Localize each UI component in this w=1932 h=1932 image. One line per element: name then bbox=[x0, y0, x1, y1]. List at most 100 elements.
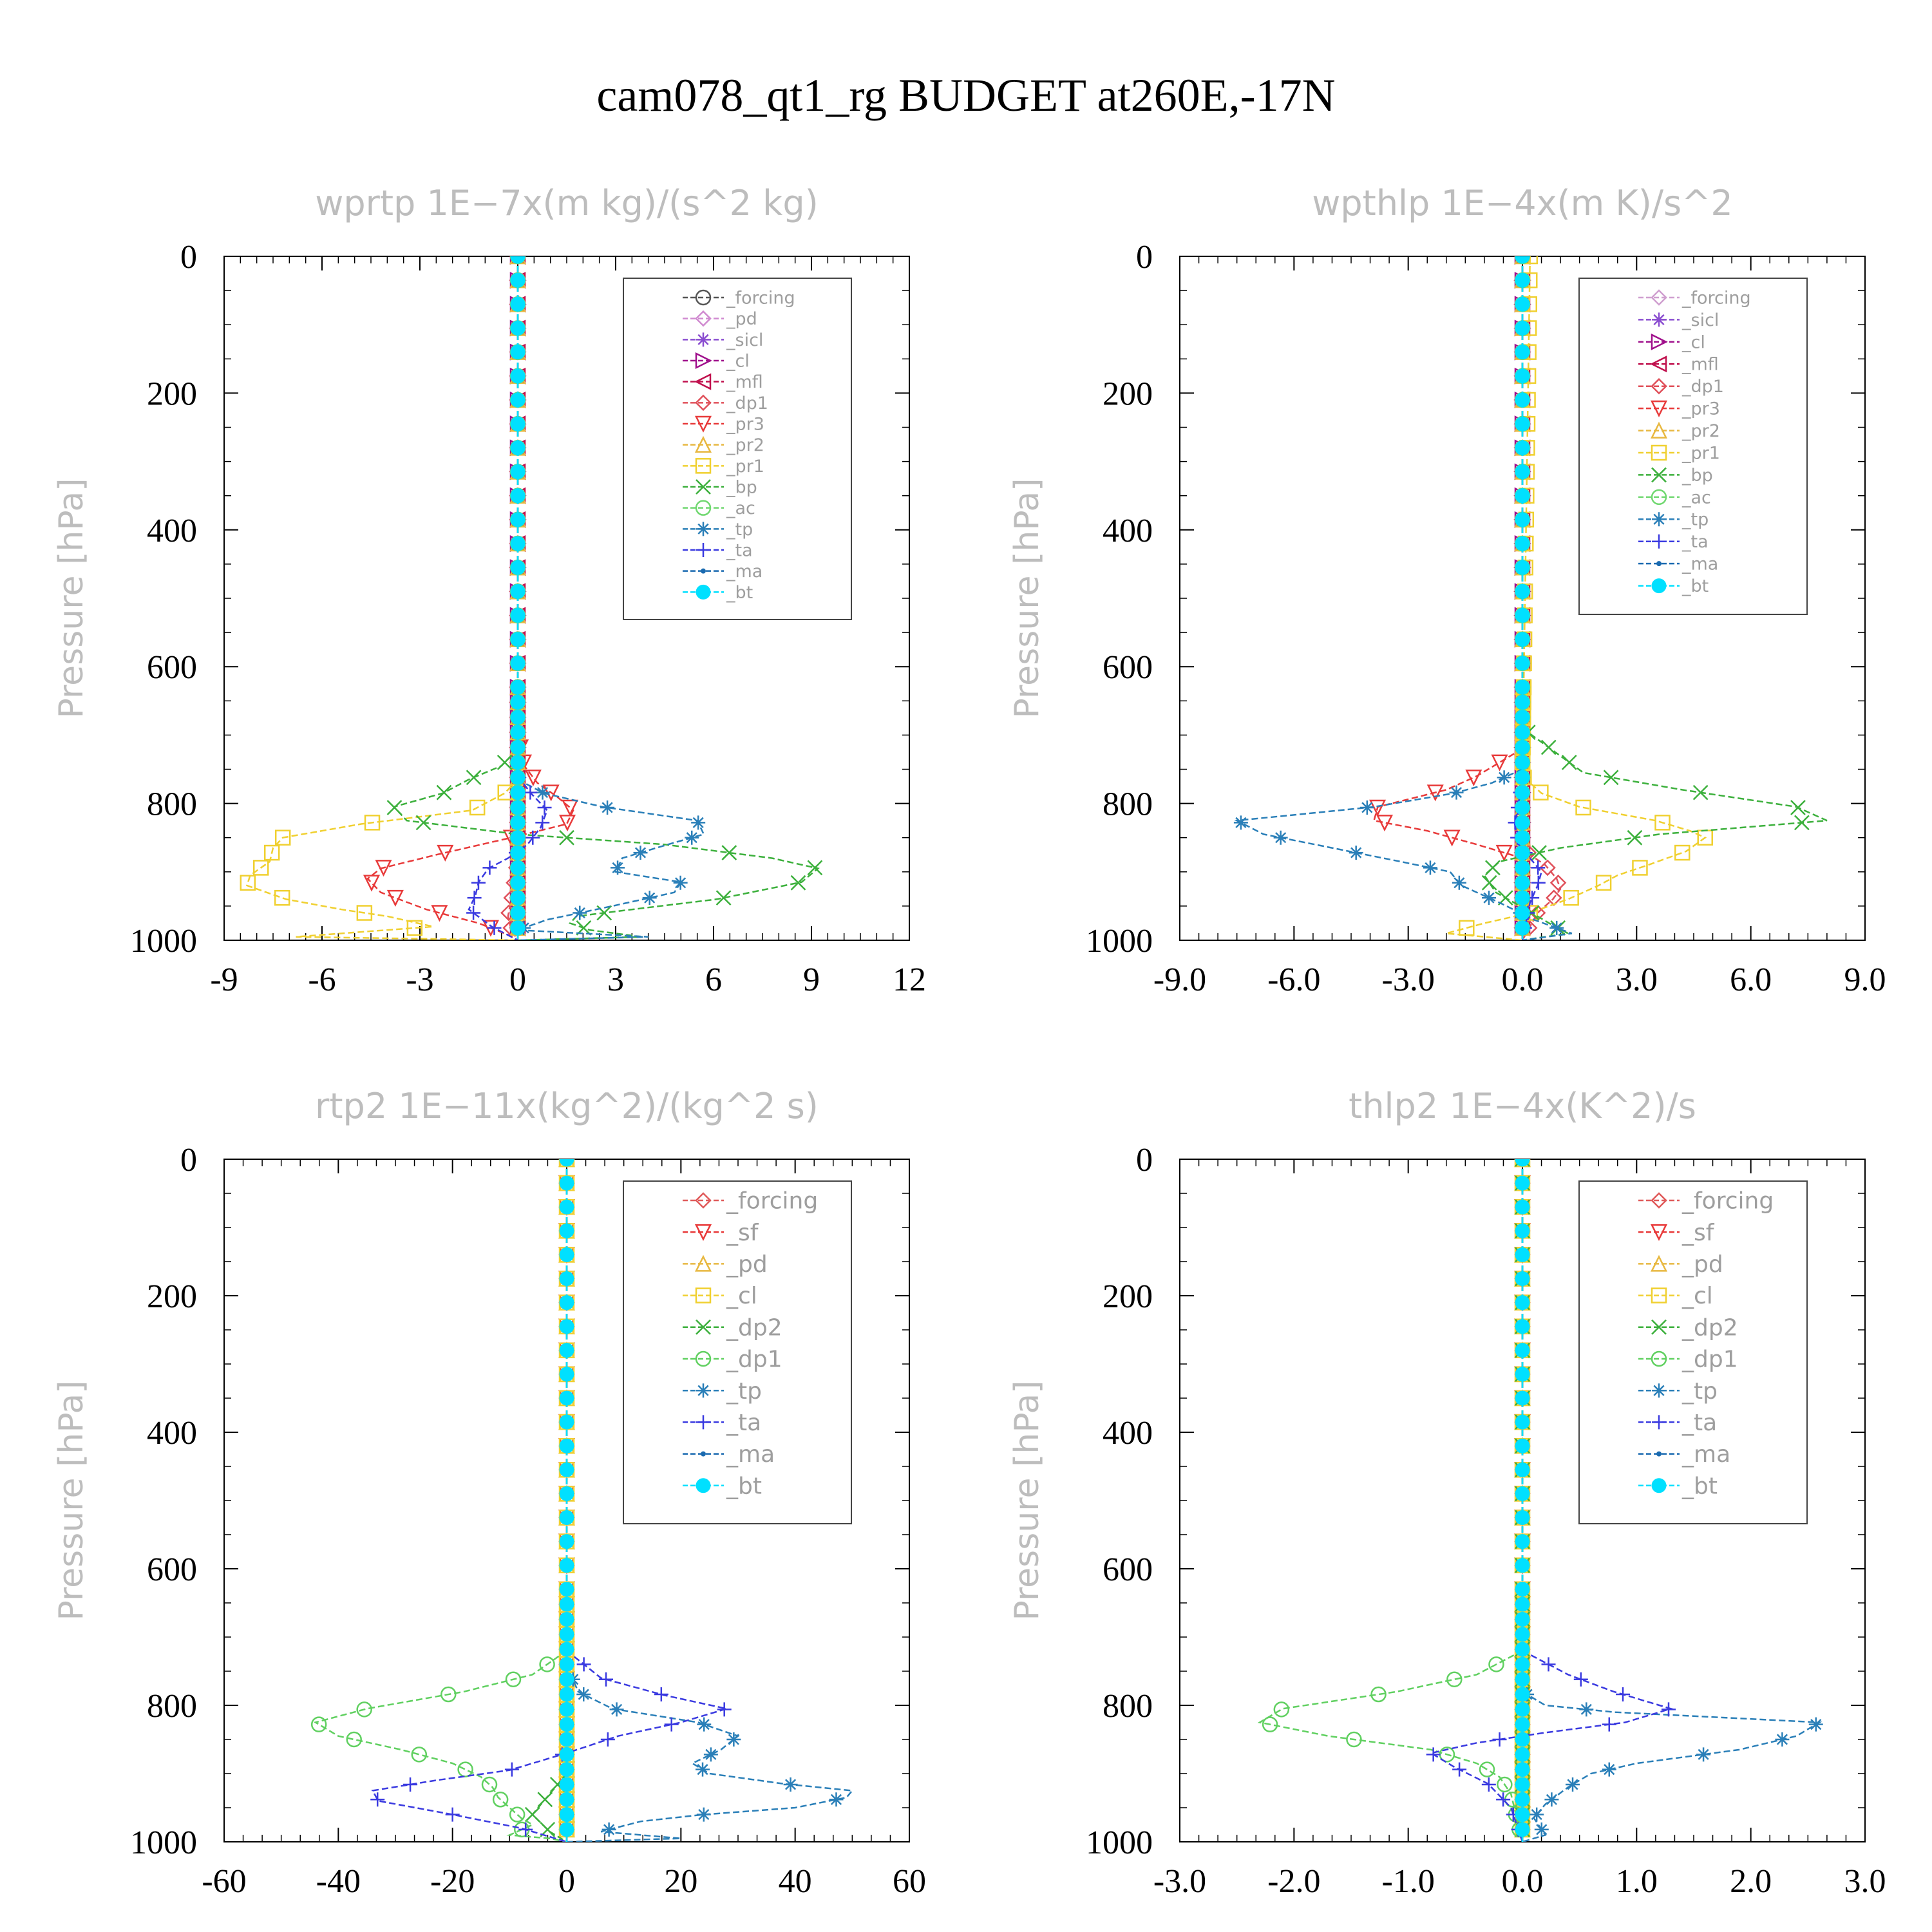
x-tick-label: -60 bbox=[202, 1863, 246, 1900]
seriesbt-marker bbox=[1515, 1642, 1530, 1657]
legend-swatch-marker bbox=[695, 458, 712, 474]
legend-label: _tp bbox=[1681, 1378, 1718, 1405]
legend-box bbox=[1578, 278, 1808, 615]
seriesbt-marker bbox=[1515, 464, 1530, 480]
legend: _forcing_sicl_cl _mfl_dp1_pr3_pr2_pr1 _bp _… bbox=[1578, 278, 1808, 615]
seriesta-marker bbox=[717, 1702, 732, 1717]
seriestp-marker bbox=[1696, 1747, 1711, 1762]
seriesbt-marker bbox=[1515, 1558, 1530, 1573]
seriespr3-marker bbox=[558, 815, 576, 832]
seriesdp1-marker bbox=[1262, 1716, 1278, 1732]
x-tick-label: -3.0 bbox=[1382, 961, 1435, 998]
legend-label: _mfl bbox=[726, 372, 763, 392]
legend-label: _ac bbox=[1681, 488, 1711, 507]
seriesbp-marker bbox=[386, 800, 402, 815]
legend-swatch-marker bbox=[695, 500, 712, 516]
seriesta-marker bbox=[1452, 1762, 1467, 1777]
y-tick-label: 800 bbox=[1103, 786, 1153, 823]
legend-swatch-marker bbox=[1651, 1350, 1667, 1367]
y-tick-label: 600 bbox=[1103, 649, 1153, 686]
y-tick-label: 400 bbox=[1103, 513, 1153, 549]
seriespr1-marker bbox=[469, 799, 486, 816]
legend-label: _forcing bbox=[1681, 1188, 1774, 1215]
seriespr3-marker bbox=[1376, 815, 1394, 832]
legend-swatch-marker bbox=[701, 568, 706, 574]
seriesdp1-marker bbox=[310, 1716, 327, 1732]
x-tick-label: -9 bbox=[210, 961, 238, 998]
seriesbt-marker bbox=[1515, 920, 1530, 936]
panel-thlp2: thlp2 1E−4x(K^2)/s Pressure [hPa] -3.0 -2.0… bbox=[1008, 1086, 1886, 1900]
seriestp-marker bbox=[1233, 815, 1248, 830]
seriesbt-marker bbox=[1515, 1486, 1530, 1501]
y-tick-label: 200 bbox=[1103, 1278, 1153, 1315]
x-tick-label: 6 bbox=[705, 961, 722, 998]
seriesbt-marker bbox=[1515, 1438, 1530, 1454]
legend-label: _bt bbox=[726, 583, 753, 603]
seriesdp1-marker bbox=[457, 1761, 473, 1777]
seriestp-marker bbox=[535, 785, 550, 800]
seriesbt-marker bbox=[559, 1732, 574, 1747]
seriesta-marker bbox=[504, 1762, 519, 1777]
figure-title: cam078_qt1_rg BUDGET at260E,-17N bbox=[596, 70, 1335, 121]
x-tick-label: -9.0 bbox=[1153, 961, 1206, 998]
seriesta-marker bbox=[1481, 1777, 1496, 1792]
seriespr1-marker bbox=[1632, 860, 1648, 876]
legend-swatch-marker bbox=[1650, 421, 1668, 439]
seriesbt-marker bbox=[510, 815, 526, 830]
legend-swatch-marker bbox=[701, 1451, 706, 1457]
seriesbt-marker bbox=[510, 512, 526, 527]
seriesbt-marker bbox=[1515, 740, 1530, 755]
seriesbt-marker bbox=[559, 1656, 574, 1672]
seriespr1-marker bbox=[1522, 256, 1539, 265]
seriesbt-marker bbox=[559, 1438, 574, 1454]
seriespr3-marker bbox=[1495, 844, 1513, 862]
seriesta-marker bbox=[445, 1807, 460, 1822]
legend-label: _pd bbox=[726, 309, 757, 329]
seriesbt-marker bbox=[1515, 512, 1530, 527]
y-tick-label: 800 bbox=[147, 786, 197, 823]
y-tick-label: 600 bbox=[147, 1551, 197, 1588]
seriestp-marker bbox=[783, 1777, 798, 1792]
x-tick-label: 1.0 bbox=[1616, 1863, 1658, 1900]
legend-swatch-marker bbox=[1652, 1383, 1666, 1398]
seriesdp1-marker bbox=[505, 1671, 522, 1687]
seriesdp1-marker bbox=[346, 1731, 362, 1748]
legend-swatch-marker bbox=[694, 415, 712, 433]
seriespr1-marker bbox=[1674, 844, 1690, 861]
legend-swatch-marker bbox=[696, 479, 711, 495]
legend-label: _tp bbox=[726, 1378, 762, 1405]
plot-area bbox=[310, 1159, 854, 1842]
seriesbt-marker bbox=[1515, 815, 1530, 830]
seriesdp1-marker bbox=[481, 1776, 498, 1793]
seriestp-marker bbox=[1544, 1792, 1559, 1807]
seriesbt-marker bbox=[559, 1596, 574, 1612]
seriestp-marker bbox=[1349, 846, 1363, 860]
seriesbp-marker bbox=[436, 784, 452, 800]
legend-swatch-marker bbox=[1652, 312, 1666, 327]
legend-label: _forcing bbox=[726, 1188, 818, 1215]
x-tick-label: 2.0 bbox=[1730, 1863, 1772, 1900]
seriesbp-marker bbox=[1794, 815, 1810, 831]
x-tick-label: -1.0 bbox=[1382, 1863, 1435, 1900]
seriestp-marker bbox=[1449, 785, 1464, 800]
x-tick-label: -6 bbox=[308, 961, 336, 998]
legend-label: _pr3 bbox=[726, 414, 764, 434]
seriesbt-marker bbox=[559, 1611, 574, 1627]
x-tick-label: -3 bbox=[406, 961, 433, 998]
seriespr3-line bbox=[366, 735, 574, 940]
seriesta-marker bbox=[537, 800, 552, 815]
legend-label: _pd bbox=[1681, 1251, 1723, 1278]
seriestp-marker bbox=[1530, 1807, 1544, 1822]
seriesbt-marker bbox=[559, 1486, 574, 1501]
x-tick-label: 9.0 bbox=[1844, 961, 1886, 998]
y-tick-label: 0 bbox=[180, 239, 197, 276]
seriesbt-marker bbox=[1515, 1175, 1530, 1191]
seriestp-line bbox=[517, 779, 705, 940]
seriestp-marker bbox=[1452, 875, 1466, 890]
seriesbt-marker bbox=[510, 890, 526, 905]
legend-swatch-marker bbox=[696, 1319, 711, 1335]
legend-label: _ac bbox=[726, 498, 755, 518]
y-tick-label: 1000 bbox=[130, 1824, 197, 1861]
seriesbt-marker bbox=[1515, 785, 1530, 800]
x-tick-label: 0 bbox=[558, 1863, 575, 1900]
